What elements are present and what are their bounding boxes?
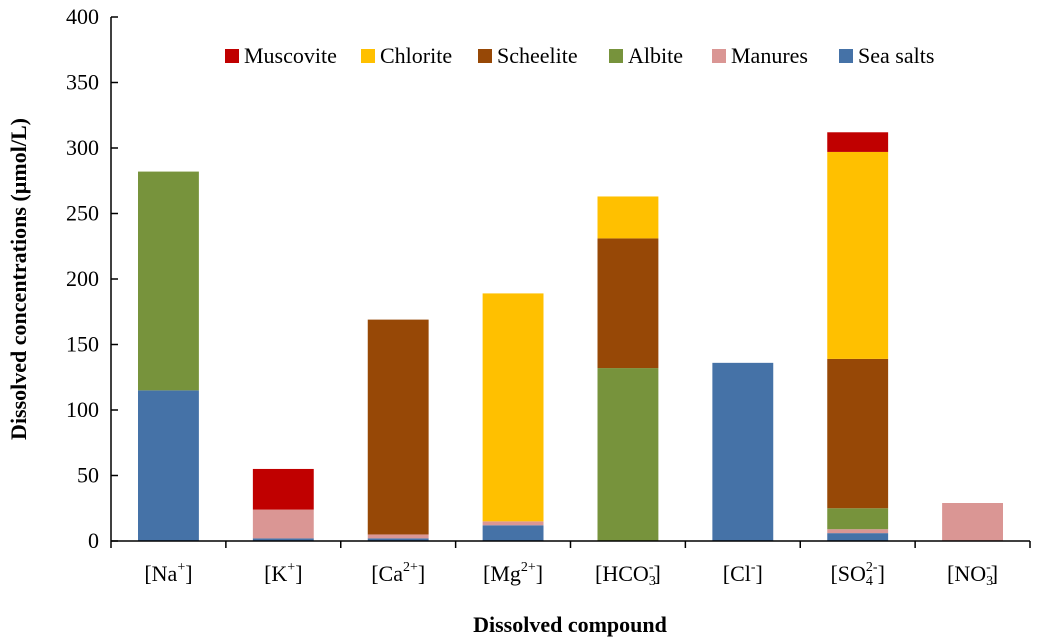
bar-chlorite-6 (827, 151, 889, 359)
bar-scheelite-4 (597, 238, 659, 369)
legend-label: Muscovite (244, 43, 337, 68)
legend-swatch (609, 49, 623, 63)
legend-item-manures: Manures (712, 43, 808, 68)
bar-albite-4 (597, 368, 659, 541)
bar-chlorite-3 (482, 293, 544, 522)
y-tick-label: 200 (66, 266, 99, 291)
bar-scheelite-6 (827, 358, 889, 509)
x-tick-label: [NO3-] (947, 560, 998, 589)
y-tick-label: 0 (88, 528, 99, 553)
legend-item-muscovite: Muscovite (225, 43, 337, 68)
y-tick-label: 150 (66, 332, 99, 357)
legend-swatch (839, 49, 853, 63)
bar-chlorite-4 (597, 196, 659, 239)
x-tick-label: [HCO3-] (595, 560, 661, 589)
x-tick-labels: [Na+] [K+] [Ca2+] [Mg2+] [HCO3-] [Cl-] [SO42-]… (110, 541, 1031, 589)
bar-scheelite-2 (367, 319, 429, 535)
y-tick-label: 400 (66, 4, 99, 29)
bar-albite-6 (827, 508, 889, 530)
legend-swatch (225, 49, 239, 63)
legend-item-scheelite: Scheelite (478, 43, 578, 68)
bar-sea-salts-6 (827, 533, 889, 541)
legend-item-chlorite: Chlorite (361, 43, 452, 68)
legend-label: Sea salts (858, 43, 934, 68)
y-tick-label: 50 (77, 463, 99, 488)
bar-manures-2 (367, 534, 429, 539)
x-tick-label: [Ca2+] (371, 560, 425, 586)
legend-label: Manures (731, 43, 808, 68)
legend: Muscovite Chlorite Scheelite Albite Manures S… (225, 43, 934, 68)
bar-sea-salts-1 (252, 538, 314, 541)
bar-sea-salts-0 (138, 390, 199, 541)
bar-manures-6 (827, 529, 889, 534)
legend-label: Albite (628, 43, 683, 68)
bar-albite-0 (138, 171, 199, 391)
x-tick-label: [Cl-] (723, 560, 763, 586)
legend-item-albite: Albite (609, 43, 683, 68)
y-tick-label: 100 (66, 397, 99, 422)
axes-layer (110, 17, 1030, 542)
y-tick-label: 250 (66, 201, 99, 226)
bar-manures-1 (252, 509, 314, 539)
bar-sea-salts-5 (712, 362, 774, 541)
x-tick-label: [Mg2+] (483, 560, 543, 586)
x-axis-title: Dissolved compound (473, 612, 667, 637)
y-axis-title: Dissolved concentrations (µmol/L) (6, 118, 31, 440)
x-tick-label: [Na+] (144, 560, 192, 586)
legend-label: Scheelite (497, 43, 578, 68)
y-tick-label: 300 (66, 135, 99, 160)
bar-manures-7 (942, 503, 1003, 541)
bar-sea-salts-2 (367, 538, 429, 541)
legend-swatch (361, 49, 375, 63)
bars-layer (138, 132, 1003, 541)
legend-swatch (712, 49, 726, 63)
legend-item-sea-salts: Sea salts (839, 43, 934, 68)
y-tick-label: 350 (66, 70, 99, 95)
bar-manures-3 (482, 521, 544, 526)
bar-sea-salts-3 (482, 525, 544, 541)
legend-label: Chlorite (380, 43, 452, 68)
legend-swatch (478, 49, 492, 63)
bar-muscovite-1 (252, 468, 314, 510)
x-tick-label: [K+] (264, 560, 302, 586)
y-tick-labels: 0 50 100 150 200 250 300 350 400 (66, 4, 118, 553)
bar-muscovite-6 (827, 132, 889, 152)
x-tick-label: [SO42-] (830, 560, 884, 589)
